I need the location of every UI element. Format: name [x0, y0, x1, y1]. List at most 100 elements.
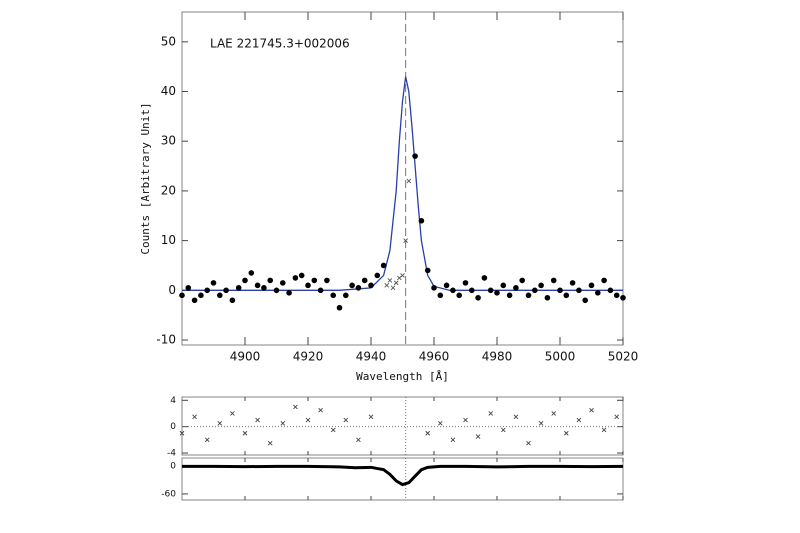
data-point [368, 282, 374, 289]
masked-point [255, 417, 260, 423]
x-tick-label: 4980 [482, 350, 513, 364]
masked-point [384, 283, 390, 288]
masked-point [356, 437, 361, 443]
data-point [582, 297, 588, 304]
data-point [462, 280, 469, 286]
masked-point [305, 417, 311, 423]
y-tick-label: -4 [167, 449, 176, 459]
masked-point [403, 238, 408, 243]
masked-point [500, 427, 506, 433]
masked-point [217, 421, 223, 426]
x-tick-label: 4940 [356, 350, 387, 364]
data-point [418, 217, 425, 224]
x-tick-label: 4900 [230, 350, 261, 364]
data-point [525, 292, 532, 299]
data-point [380, 262, 387, 269]
data-point [500, 282, 507, 289]
data-point [210, 280, 217, 286]
data-point [292, 275, 299, 281]
data-point [557, 287, 563, 294]
data-point [305, 282, 311, 289]
masked-point [387, 278, 393, 283]
data-point [267, 277, 274, 284]
masked-point [488, 411, 494, 416]
data-point [576, 287, 582, 294]
data-point [191, 297, 198, 304]
data-point [588, 282, 595, 289]
y-tick-label: 30 [161, 134, 176, 148]
data-point [563, 292, 570, 299]
y-tick-label: 0 [170, 461, 176, 471]
masked-point [513, 414, 519, 420]
data-point [569, 280, 576, 286]
data-point [349, 282, 355, 289]
x-tick-label: 4960 [419, 350, 450, 364]
masked-point [526, 440, 531, 446]
data-point [343, 292, 349, 299]
y-tick-label: 4 [170, 396, 176, 406]
data-point [324, 277, 330, 284]
masked-point [425, 430, 431, 436]
data-point [223, 287, 229, 294]
y-tick-label: 40 [161, 84, 176, 98]
masked-point [437, 421, 443, 426]
data-point [286, 290, 292, 296]
masked-point [330, 427, 336, 433]
data-point [424, 267, 431, 274]
masked-point [242, 430, 248, 436]
masked-point [576, 417, 582, 423]
plot-frame [181, 396, 624, 456]
data-point [538, 282, 544, 289]
x-tick-label: 5000 [545, 350, 576, 364]
data-point [475, 294, 481, 301]
masked-point [450, 437, 456, 443]
data-point [506, 292, 513, 299]
masked-point [475, 434, 481, 439]
y-tick-label: -10 [156, 333, 176, 347]
masked-point [318, 407, 323, 413]
data-point [317, 287, 324, 294]
data-point [532, 287, 538, 294]
masked-point [267, 440, 273, 446]
masked-point [589, 407, 594, 413]
y-tick-label: 10 [161, 233, 176, 247]
data-point [437, 292, 444, 299]
plot-frame [181, 11, 624, 346]
data-point [330, 292, 337, 299]
masked-point [538, 421, 544, 426]
x-tick-label: 5020 [608, 350, 639, 364]
data-point [513, 285, 519, 291]
data-point [431, 285, 437, 291]
masked-point [293, 404, 298, 410]
model-line [182, 76, 623, 291]
plot-frame [181, 457, 624, 501]
y-tick-label: -60 [161, 489, 176, 499]
masked-point [204, 437, 210, 443]
data-point [443, 282, 450, 289]
masked-point [551, 411, 557, 416]
masked-point [368, 414, 374, 420]
data-point [311, 277, 318, 284]
data-point [607, 287, 614, 294]
data-point [261, 285, 267, 291]
masked-point [393, 280, 399, 286]
data-point [185, 285, 192, 291]
data-point [456, 292, 463, 299]
masked-point [563, 430, 569, 436]
masked-point [343, 417, 349, 423]
data-point [235, 285, 242, 291]
data-point [254, 282, 261, 289]
data-point [229, 297, 236, 304]
masked-point [614, 414, 620, 420]
data-point [613, 292, 620, 299]
data-point [481, 275, 488, 281]
data-point [620, 294, 626, 301]
y-tick-label: 0 [168, 283, 176, 297]
data-point [550, 277, 557, 284]
data-point [242, 277, 248, 284]
data-point [595, 290, 601, 296]
data-point [374, 272, 381, 279]
y-axis-label: Counts [Arbitrary Unit] [139, 102, 152, 254]
